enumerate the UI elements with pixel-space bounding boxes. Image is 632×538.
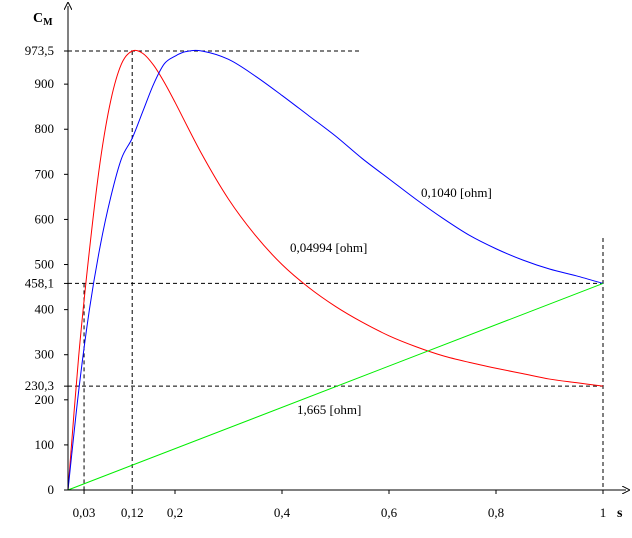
- y-axis-title: CM: [33, 11, 53, 28]
- x-tick-label: 0,6: [381, 505, 398, 520]
- y-tick-label: 700: [35, 166, 55, 181]
- x-axis-title: s: [617, 506, 623, 521]
- y-tick-label: 800: [35, 121, 55, 136]
- y-tick-label: 400: [35, 302, 55, 317]
- series-label-0-04994: 0,04994 [ohm]: [290, 240, 367, 255]
- y-tick-label: 300: [35, 347, 55, 362]
- y-tick-label: 458,1: [25, 275, 54, 290]
- x-tick-label: 0,8: [488, 505, 504, 520]
- series-line-1-665-ohm: [67, 282, 604, 491]
- y-tick-label: 500: [35, 257, 55, 272]
- series-label-0-1040: 0,1040 [ohm]: [421, 185, 492, 200]
- y-tick-label: 600: [35, 211, 55, 226]
- series-line-0-04994-ohm: [67, 49, 604, 491]
- axes: [68, 6, 626, 490]
- y-tick-label: 200: [35, 392, 55, 407]
- reference-lines: [68, 50, 604, 493]
- y-tick-label: 100: [35, 437, 55, 452]
- series-label-1-665: 1,665 [ohm]: [297, 402, 361, 417]
- x-tick-label: 0,03: [73, 505, 96, 520]
- y-tick-label: 900: [35, 76, 55, 91]
- x-tick-label: 0,12: [121, 505, 144, 520]
- y-tick-label: 0: [48, 482, 55, 497]
- x-tick-label: 0,2: [167, 505, 183, 520]
- y-tick-label: 973,5: [25, 43, 54, 58]
- curves: [67, 49, 604, 491]
- x-tick-label: 0,4: [274, 505, 291, 520]
- series-line-0-1040-ohm: [67, 49, 604, 491]
- x-tick-label: 1: [600, 505, 607, 520]
- y-tick-label: 230,3: [25, 378, 54, 393]
